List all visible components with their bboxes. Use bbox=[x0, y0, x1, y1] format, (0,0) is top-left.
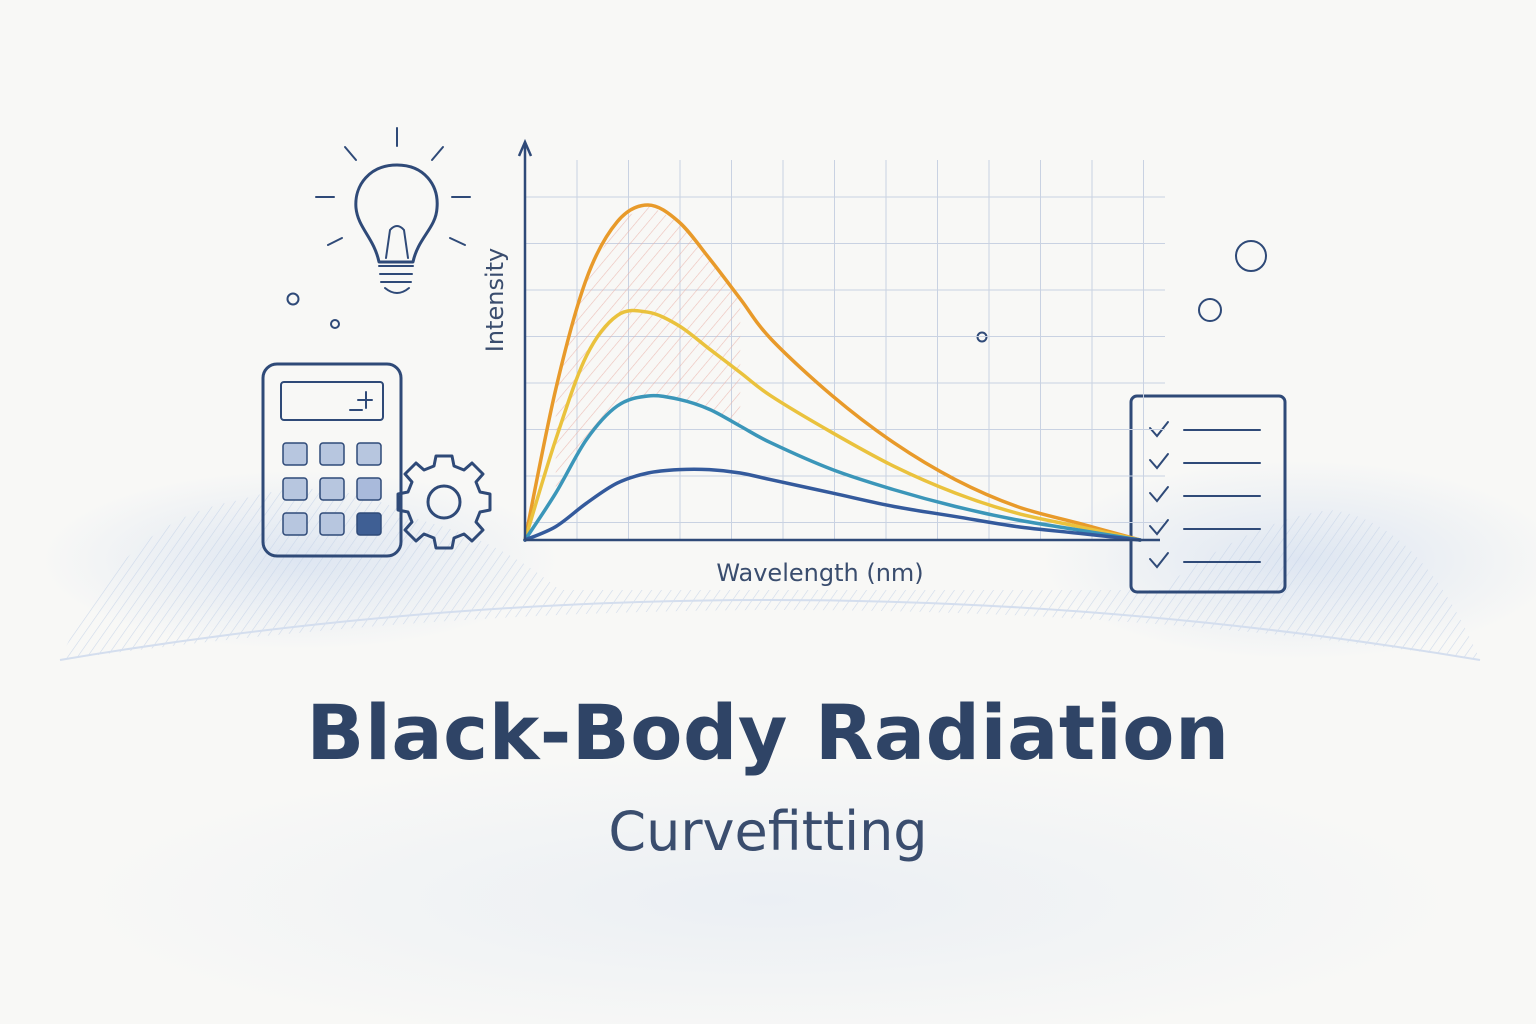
lightbulb-icon bbox=[315, 127, 471, 294]
series-line-4 bbox=[523, 467, 1142, 542]
bubble-icon bbox=[286, 240, 1267, 343]
y-axis-arrow bbox=[517, 138, 533, 157]
chart-hatch-fill bbox=[555, 205, 741, 494]
page-title: Black-Body Radiation bbox=[306, 688, 1230, 777]
series-line-3 bbox=[523, 393, 1142, 542]
series-line-2 bbox=[523, 308, 1142, 542]
x-axis-label: Wavelength (nm) bbox=[716, 559, 923, 587]
chart: Wavelength (nm) Intensity bbox=[481, 138, 1165, 587]
calculator-icon bbox=[261, 362, 403, 558]
series-line-1 bbox=[523, 203, 1142, 542]
checklist-icon bbox=[1129, 394, 1287, 594]
gear-icon bbox=[396, 454, 492, 550]
chart-series bbox=[523, 203, 1142, 542]
page-subtitle: Curvefitting bbox=[608, 800, 928, 863]
background-wash bbox=[40, 460, 1536, 1024]
y-axis-label: Intensity bbox=[481, 248, 509, 352]
